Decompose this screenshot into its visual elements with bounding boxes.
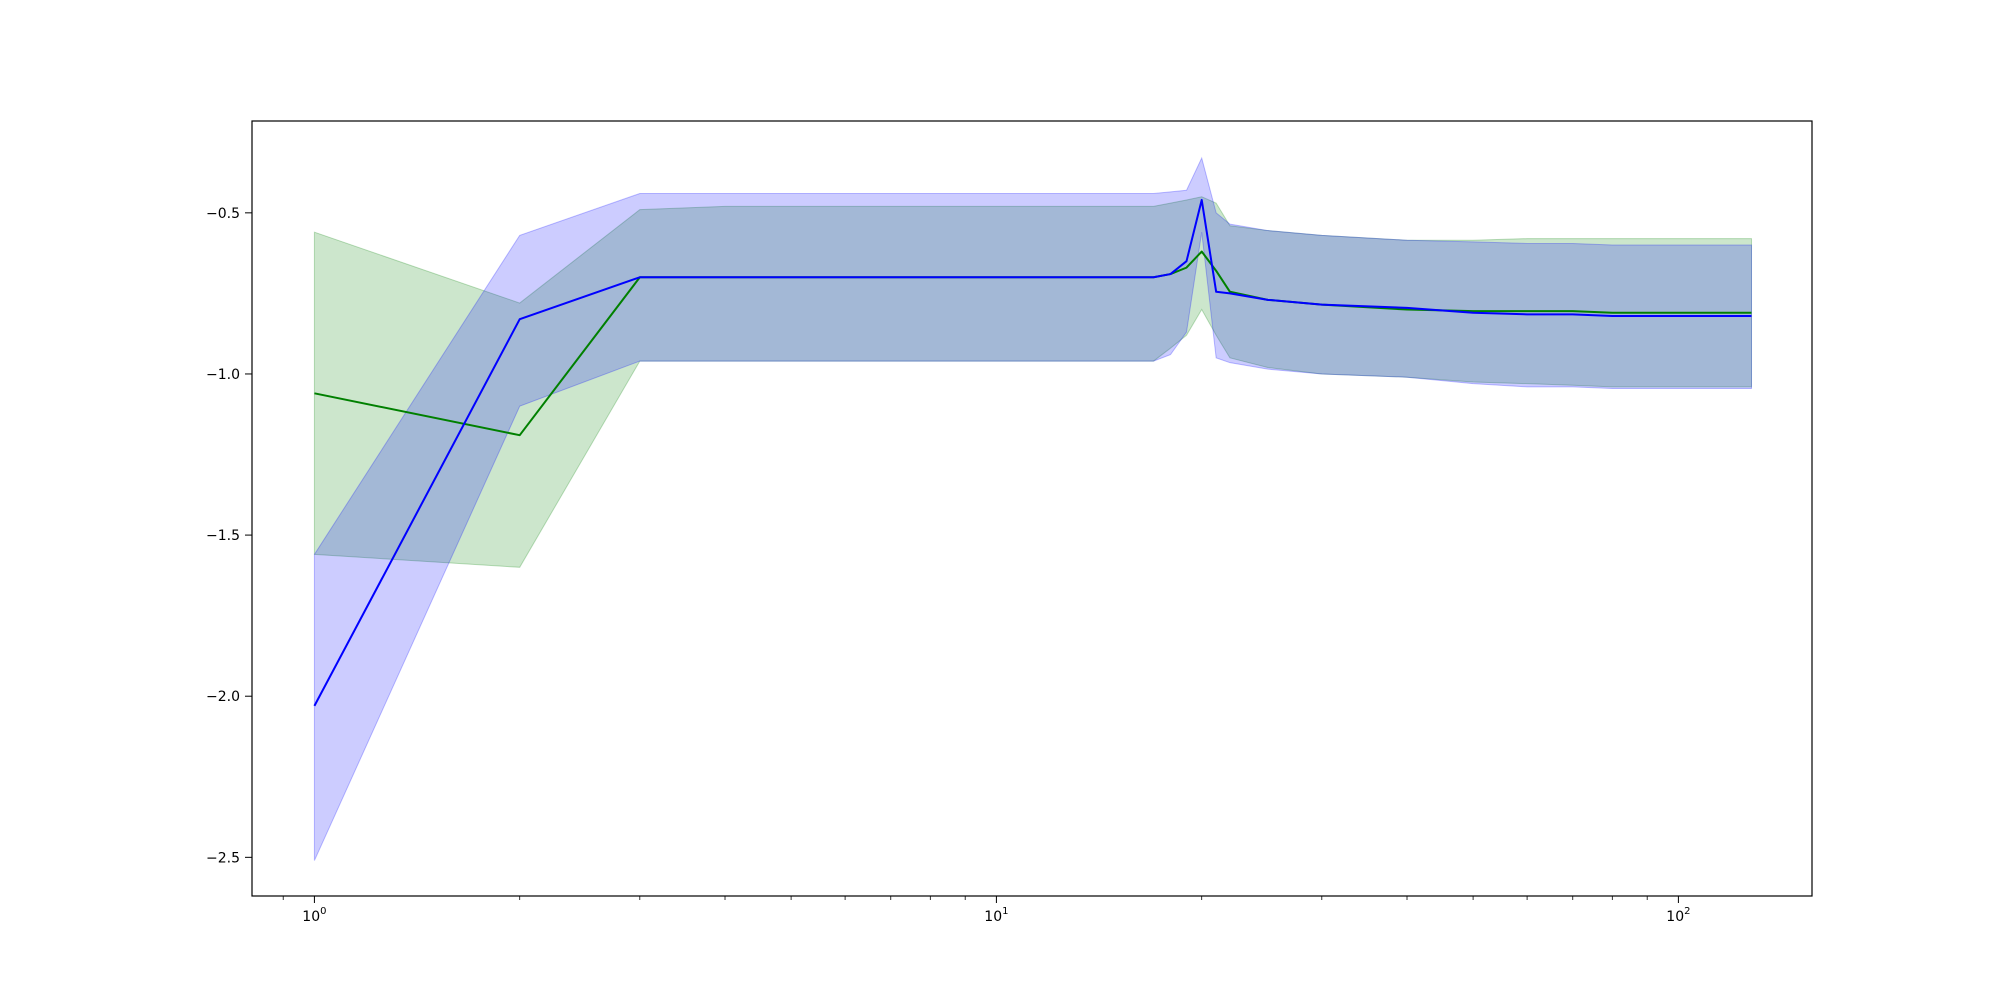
plot-area [313, 156, 1753, 861]
axes: 100 101 102 −0.5 −1.0 −1.5 −2.0 −2.5 [206, 206, 1690, 925]
x-tick-label-0: 100 [302, 906, 326, 925]
x-tick-label-2: 102 [1666, 906, 1690, 925]
y-tick-label-1: −1.0 [206, 367, 240, 383]
series-1-line [313, 198, 1752, 707]
y-tick-label-4: −2.5 [206, 850, 240, 866]
series-0-band [313, 196, 1753, 568]
y-tick-label-3: −2.0 [206, 689, 240, 705]
series-1-band [313, 156, 1753, 861]
y-tick-label-2: −1.5 [206, 528, 240, 544]
plot-frame [251, 120, 1813, 897]
x-tick-label-1: 101 [984, 906, 1008, 925]
y-tick-label-0: −0.5 [206, 206, 240, 222]
